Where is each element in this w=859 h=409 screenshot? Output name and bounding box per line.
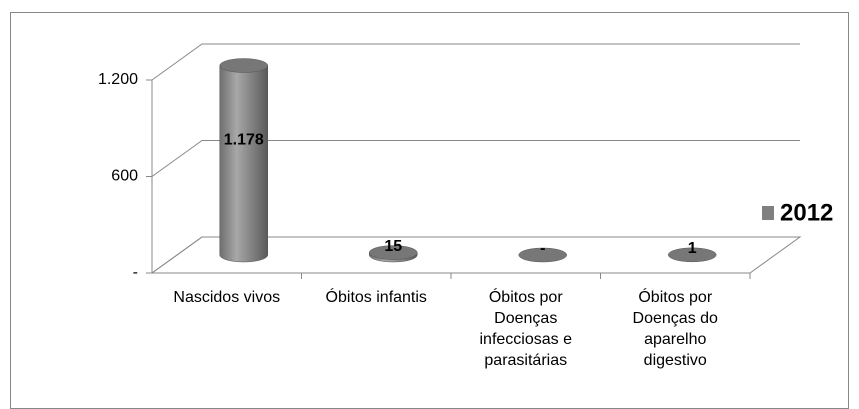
bar-top <box>219 58 268 73</box>
x-tick-label: Óbitos infantis <box>325 289 427 306</box>
bar-top <box>668 247 717 263</box>
y-tick-label: 1.200 <box>98 71 138 88</box>
value-label: - <box>540 240 545 257</box>
bar-top <box>518 247 567 263</box>
bar-top <box>369 245 418 260</box>
y-tick-label: 600 <box>111 168 138 185</box>
y-tick-label: - <box>133 264 138 281</box>
x-tick-label: Óbitos por Doenças do aparelho digestivo <box>632 289 718 369</box>
legend-swatch <box>762 206 774 220</box>
legend-label: 2012 <box>780 199 833 226</box>
value-label: 1.178 <box>224 131 264 148</box>
value-label: 1 <box>688 240 697 257</box>
x-tick-label: Óbitos por Doenças infecciosas e parasit… <box>479 289 573 369</box>
grid-line <box>151 43 800 81</box>
x-tick-label: Nascidos vivos <box>173 289 281 306</box>
grid-line <box>151 140 800 177</box>
grid-line <box>151 236 800 274</box>
bar <box>219 65 268 263</box>
value-label: 15 <box>384 238 402 255</box>
